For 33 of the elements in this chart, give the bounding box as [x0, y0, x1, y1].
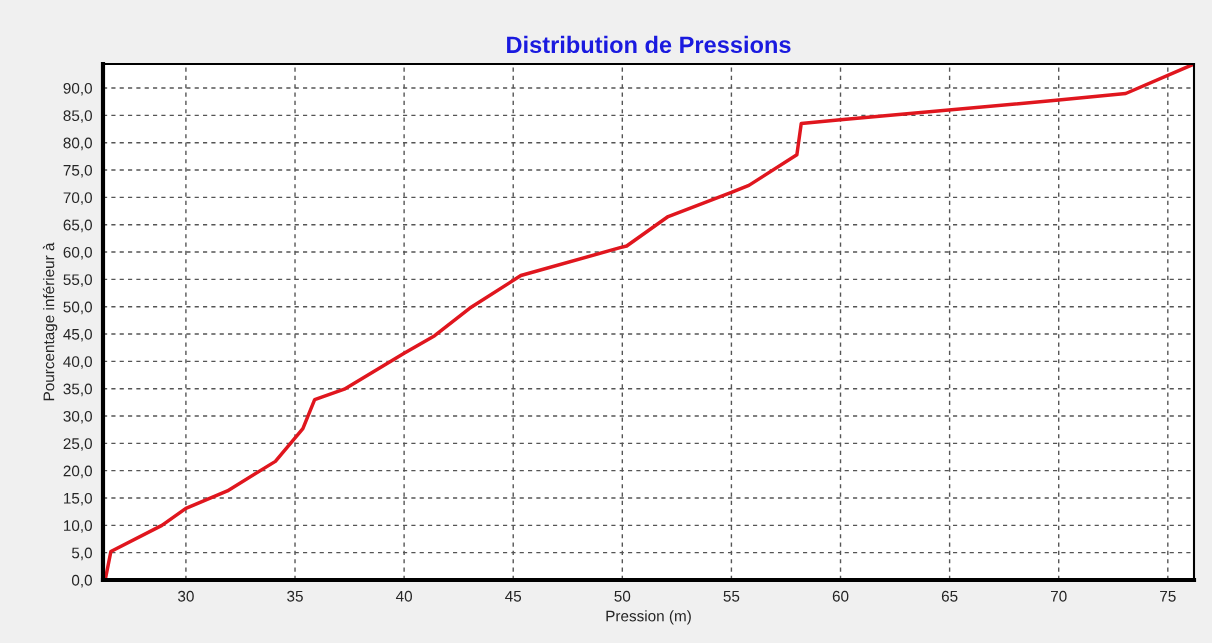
y-tick-label: 50,0	[63, 301, 92, 315]
y-tick-label: 5,0	[71, 547, 92, 561]
y-tick-label: 70,0	[63, 192, 92, 205]
x-tick-label: 70	[1051, 590, 1067, 602]
y-tick-label: 80,0	[63, 137, 92, 151]
y-tick-label: 0,0	[71, 574, 92, 588]
x-tick-label: 55	[723, 590, 740, 602]
y-tick-label: 20,0	[63, 465, 92, 479]
y-tick-label: 55,0	[63, 274, 92, 287]
x-tick-label: 65	[941, 590, 958, 602]
x-tick-label: 35	[287, 590, 303, 602]
y-tick-label: 10,0	[64, 520, 92, 533]
y-tick-label: 15,0	[64, 492, 92, 506]
x-tick-label: 40	[395, 590, 413, 602]
y-tick-label: 35,0	[63, 383, 92, 397]
y-tick-label: 85,0	[63, 110, 92, 123]
y-tick-label: 25,0	[63, 438, 92, 451]
y-tick-label: 90,0	[63, 82, 92, 96]
y-tick-label: 60,0	[63, 246, 92, 260]
y-tick-label: 65,0	[63, 219, 92, 233]
y-tick-label: 40,0	[63, 356, 92, 369]
line-series	[103, 64, 1194, 580]
y-tick-label: 30,0	[63, 410, 92, 424]
y-tick-label: 45,0	[63, 328, 92, 342]
x-tick-label: 45	[505, 590, 522, 602]
x-axis-title: Pression (m)	[606, 610, 691, 625]
x-tick-label: 60	[832, 590, 849, 602]
x-tick-label: 75	[1160, 590, 1176, 602]
chart-title: Distribution de Pressions	[507, 35, 791, 54]
y-tick-label: 75,0	[63, 164, 92, 178]
y-axis-title: Pourcentage inférieur à	[42, 242, 58, 401]
x-tick-label: 50	[614, 590, 631, 602]
x-tick-label: 30	[178, 590, 194, 602]
